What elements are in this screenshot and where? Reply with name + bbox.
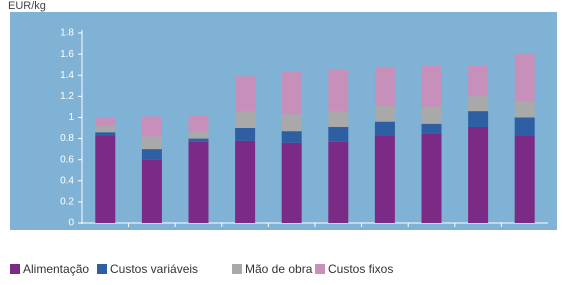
bar-segment: [514, 135, 535, 223]
bar-segment: [468, 111, 489, 127]
bar-segment: [514, 54, 535, 102]
y-tick-label: 1.4: [60, 70, 74, 81]
bar-segment: [328, 126, 349, 142]
bar-segment: [421, 123, 442, 134]
bar-segment: [374, 135, 395, 223]
x-tick-label: UK: [425, 232, 439, 243]
bar-segment: [188, 115, 209, 132]
bar-segment: [374, 121, 395, 136]
y-tick-label: 1.2: [60, 91, 74, 102]
bar-segment: [328, 141, 349, 223]
bar-segment: [235, 128, 256, 141]
bar-segment: [374, 66, 395, 106]
x-tick-label: DK: [285, 232, 299, 243]
bar-segment: [421, 106, 442, 124]
bar-segment: [281, 72, 302, 115]
x-tick-label: NL: [332, 232, 345, 243]
legend-swatch: [97, 264, 107, 274]
bar-segment: [281, 114, 302, 132]
bar-segment: [468, 126, 489, 223]
bar-segment: [468, 96, 489, 112]
bar-segment: [141, 136, 162, 150]
bar-segment: [235, 111, 256, 128]
bar-segment: [141, 159, 162, 223]
legend-swatch: [232, 264, 242, 274]
legend-swatch: [10, 264, 20, 274]
bar-segment: [328, 69, 349, 112]
y-tick-label: 1.6: [60, 49, 74, 60]
bar-segment: [468, 65, 489, 97]
x-tick-label: ES: [471, 232, 485, 243]
y-tick-label: 0.6: [60, 154, 74, 165]
legend-label: Alimentação: [23, 262, 89, 276]
legend-swatch: [315, 264, 325, 274]
bar-segment: [281, 142, 302, 223]
x-tick-label: FR: [238, 232, 251, 243]
bar-segment: [514, 101, 535, 118]
x-tick-label: BR: [192, 232, 206, 243]
legend-label: Custos fixos: [328, 262, 393, 276]
x-tick-label: CA: [145, 232, 159, 243]
bar-segment: [95, 125, 116, 133]
bar-segment: [514, 117, 535, 136]
bar-segment: [421, 65, 442, 107]
bar-segment: [188, 138, 209, 142]
bar-segment: [281, 131, 302, 143]
bar-segment: [235, 140, 256, 223]
bar-segment: [95, 135, 116, 223]
bar-segment: [328, 111, 349, 127]
legend-label: Mão de obra: [245, 262, 313, 276]
bar-segment: [188, 141, 209, 223]
x-tick-label: EU av.: [370, 232, 399, 243]
y-tick-label: 1: [68, 112, 74, 123]
bar-segment: [188, 131, 209, 139]
x-tick-label: DE: [518, 232, 532, 243]
y-tick-label: 0.4: [60, 175, 74, 186]
y-tick-label: 1.8: [60, 28, 74, 39]
bar-segment: [421, 133, 442, 223]
y-tick-label: 0.8: [60, 133, 74, 144]
bar-segment: [374, 105, 395, 122]
bar-segment: [95, 117, 116, 126]
legend-label: Custos variáveis: [110, 262, 198, 276]
bar-segment: [95, 132, 116, 136]
bar-segment: [141, 116, 162, 137]
bar-segment: [141, 149, 162, 160]
x-tick-label: US: [98, 232, 112, 243]
y-tick-label: 0: [68, 218, 74, 229]
y-axis-label: EUR/kg: [8, 0, 46, 12]
y-tick-label: 0.2: [60, 197, 74, 208]
bar-segment: [235, 76, 256, 112]
